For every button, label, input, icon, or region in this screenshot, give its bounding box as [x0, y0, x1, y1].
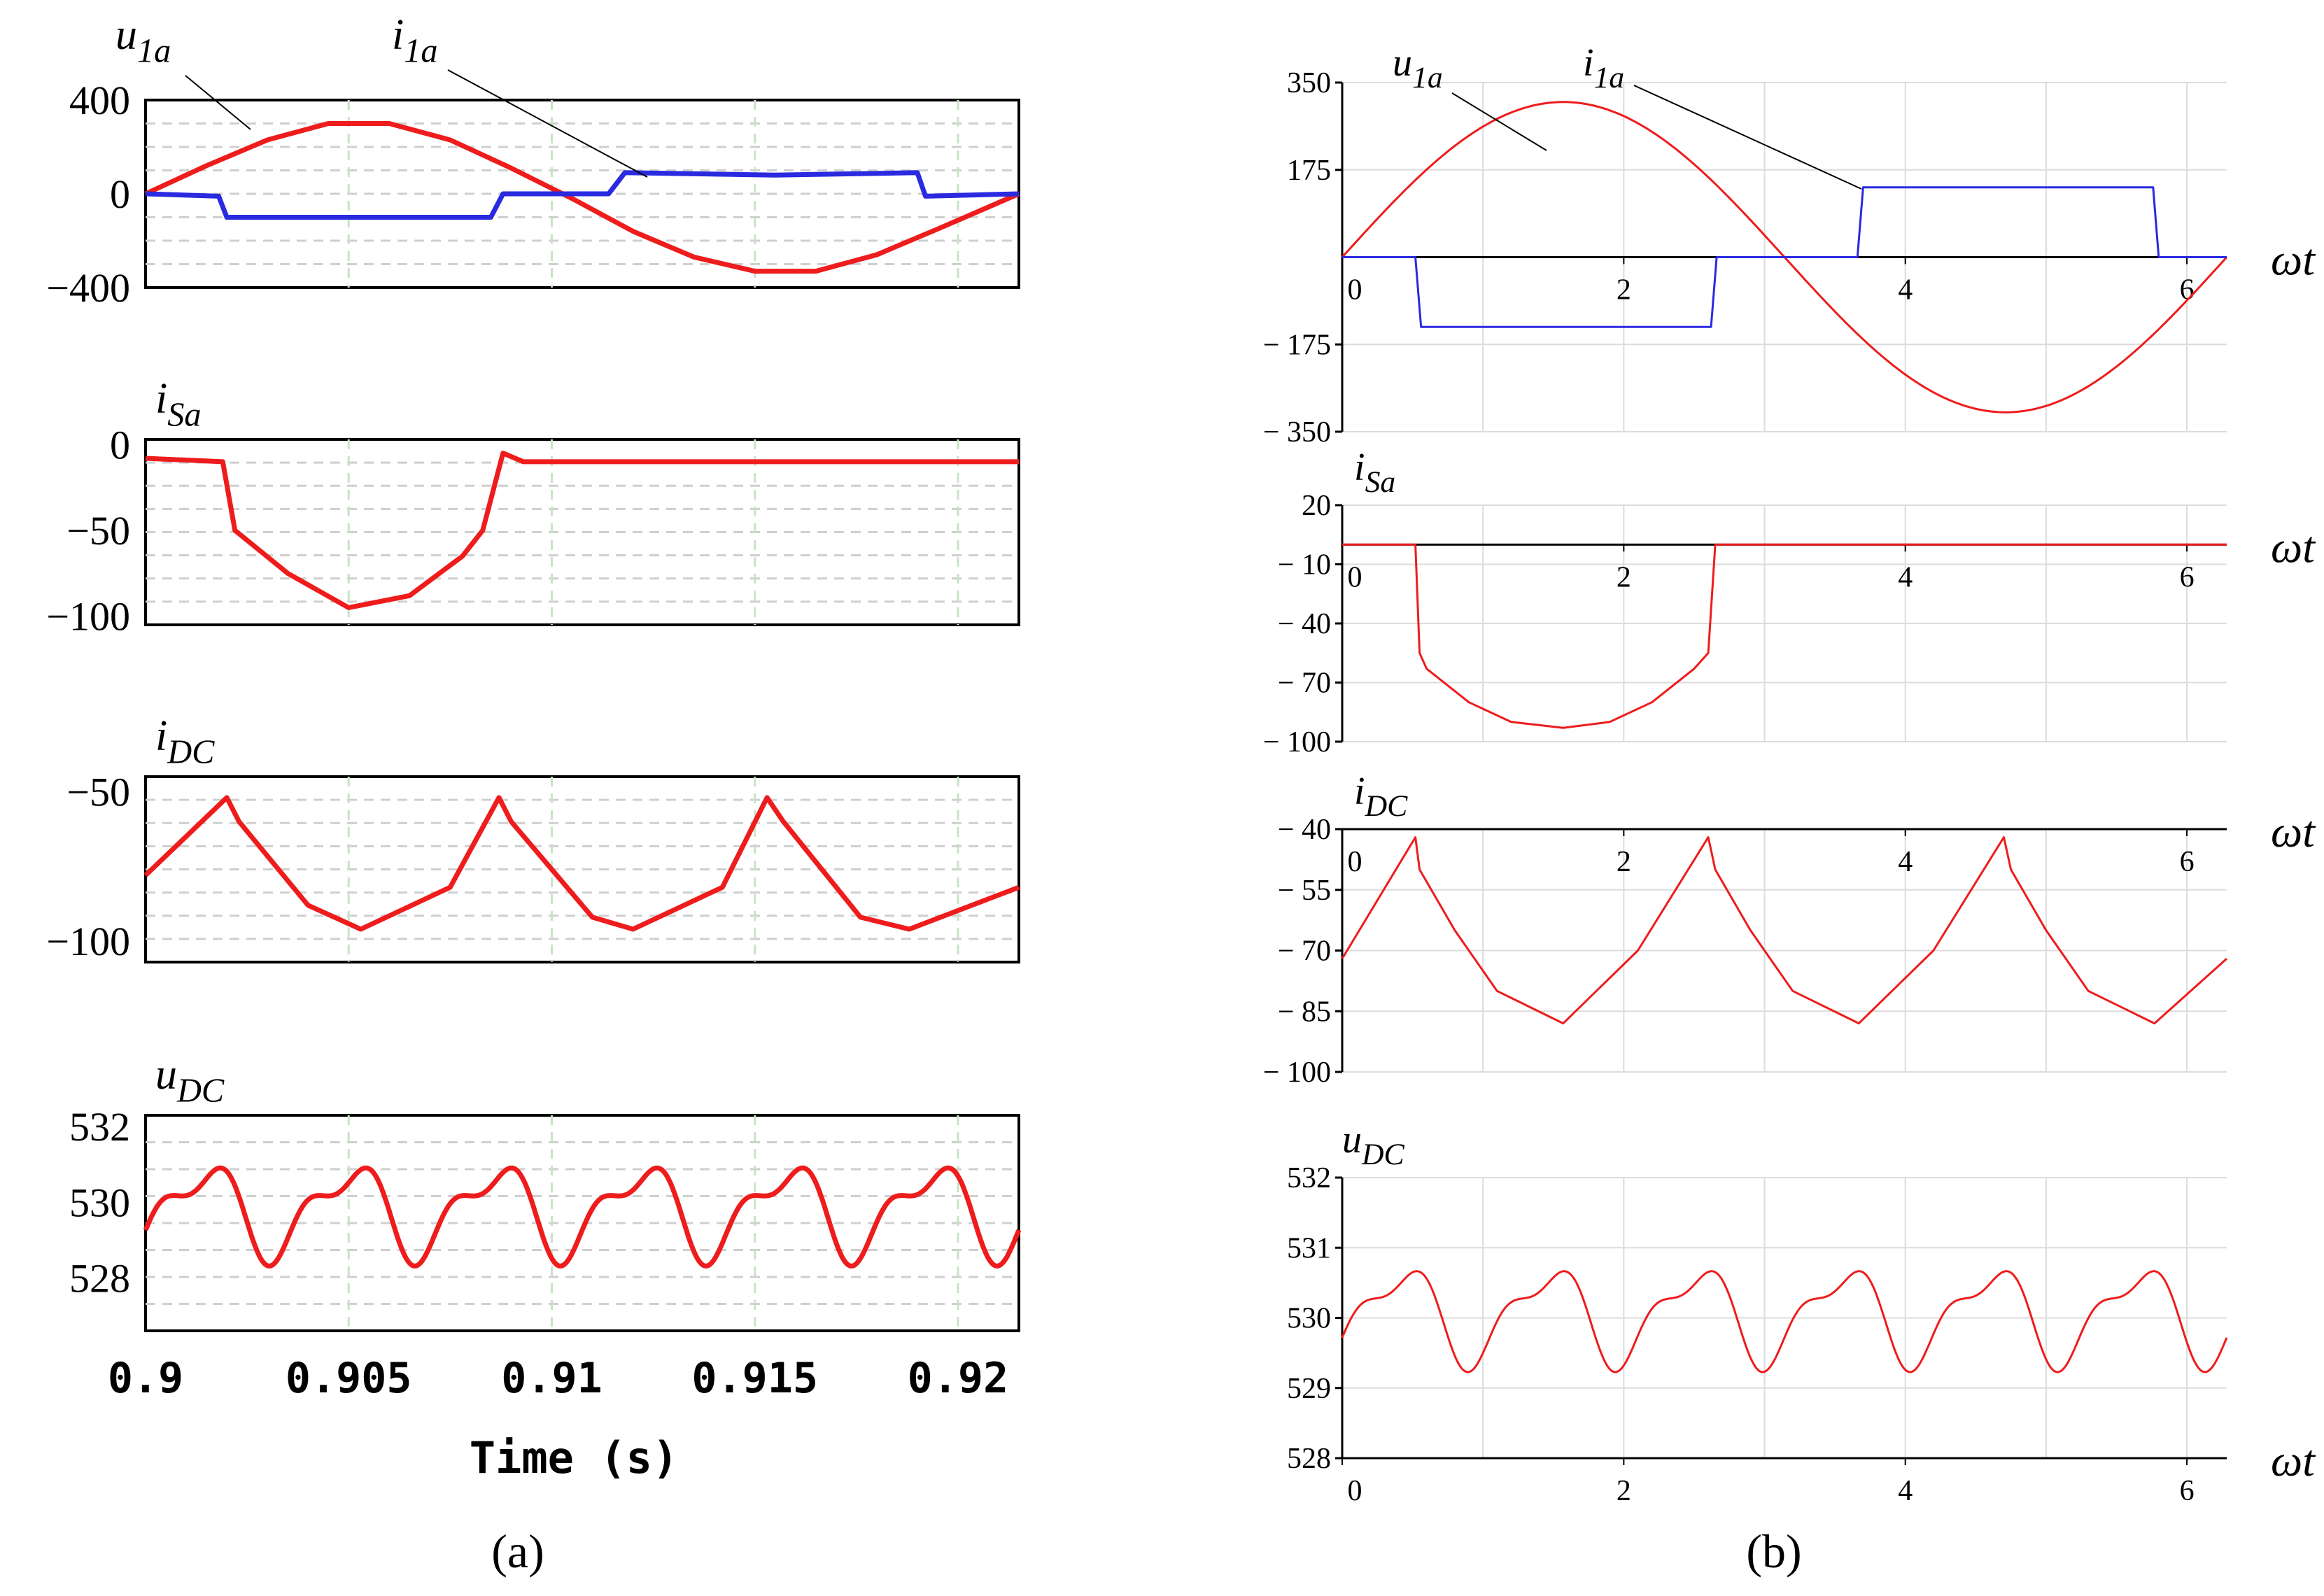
series-label-iDC: iDC	[1354, 770, 1408, 823]
y-tick-label: −50	[66, 769, 130, 814]
series-label-i1a: i1a	[392, 11, 438, 70]
y-tick-label: 350	[1287, 67, 1331, 99]
y-tick-label: − 350	[1263, 416, 1331, 449]
y-tick-label: −100	[46, 594, 130, 640]
y-tick-label: − 40	[1278, 608, 1331, 640]
series-line-iDC	[1341, 836, 2228, 1025]
y-tick-label: 175	[1287, 155, 1331, 187]
x-tick-label: 4	[1898, 1475, 1913, 1507]
series-line-u1a	[144, 121, 1020, 274]
panel-b-subplot-iDC: − 40 − 55 − 70 − 85 − 100 0 2 4 6 ωt iDC	[1263, 770, 2316, 1089]
x-tick-label: 2	[1617, 274, 1631, 306]
x-tick-label: 0	[1348, 561, 1362, 593]
caption-b: (b)	[1746, 1525, 1801, 1578]
panel-b-subplot-iSa: 20 − 10 − 40 − 70 − 100 0 2 4 6 ωt iSa	[1263, 446, 2316, 758]
series-line-uDC	[143, 1165, 1022, 1269]
y-tick-label: 532	[69, 1104, 130, 1150]
series-line-uDC	[1341, 1270, 2228, 1373]
y-tick-label: 531	[1287, 1232, 1331, 1264]
x-tick-label: 0	[1348, 846, 1362, 878]
x-tick-label: 2	[1617, 1475, 1631, 1507]
x-tick-label: 0.915	[691, 1354, 818, 1403]
y-tick-label: − 85	[1278, 996, 1331, 1028]
y-tick-label: − 100	[1263, 726, 1331, 758]
x-axis-label: ωt	[2271, 235, 2316, 285]
x-axis-label: ωt	[2271, 1436, 2316, 1485]
series-line-iSa	[1342, 543, 2227, 729]
x-tick-label: 4	[1898, 846, 1913, 878]
series-line-iDC	[143, 795, 1020, 932]
panel-a-subplot-voltage-current: 400 0 −400	[46, 78, 1020, 311]
y-tick-label: −400	[46, 265, 130, 311]
caption-a: (a)	[491, 1525, 544, 1578]
y-tick-label: − 70	[1278, 668, 1331, 700]
x-tick-label: 2	[1617, 846, 1631, 878]
panel-a-subplot-uDC: 532 530 528 uDC	[69, 1051, 1022, 1332]
x-tick-label: 2	[1617, 561, 1631, 593]
panel-a-subplot-iDC: −50 −100 iDC	[46, 712, 1020, 964]
x-axis-label: Time (s)	[470, 1432, 679, 1483]
series-label-uDC: uDC	[1342, 1118, 1405, 1171]
series-line-i1a	[145, 170, 1020, 220]
series-label-u1a: u1a	[1393, 41, 1443, 94]
series-line-iSa	[145, 451, 1019, 610]
leader-line-u1a	[1451, 92, 1547, 151]
series-label-u1a: u1a	[115, 11, 171, 70]
y-tick-label: 530	[1287, 1303, 1331, 1335]
panel-b-subplot-uDC: 532 531 530 529 528 0 2 4 6 ωt uDC	[1287, 1118, 2316, 1507]
y-tick-label: 528	[1287, 1443, 1331, 1475]
x-axis-label: ωt	[2271, 522, 2316, 572]
leader-line-i1a	[447, 69, 648, 178]
x-tick-label: 4	[1898, 561, 1913, 593]
y-tick-label: 0	[110, 171, 130, 217]
x-tick-label: 0.91	[501, 1354, 603, 1403]
y-tick-label: − 40	[1278, 814, 1331, 846]
series-label-iDC: iDC	[155, 712, 215, 771]
x-tick-label: 0.92	[908, 1354, 1009, 1403]
series-label-iSa: iSa	[1354, 446, 1395, 499]
series-label-iSa: iSa	[155, 375, 202, 434]
y-tick-label: − 10	[1278, 549, 1331, 581]
panel-a: 400 0 −400 0 −50 −100 iSa −50 −100 iDC 532 530 528 uD…	[46, 11, 1022, 1578]
y-tick-label: 20	[1302, 490, 1331, 522]
series-line-i1a	[1342, 186, 2227, 328]
y-tick-label: 530	[69, 1180, 130, 1225]
y-tick-label: −50	[66, 508, 130, 553]
x-tick-label: 0.905	[286, 1354, 412, 1403]
x-tick-label: 6	[2180, 846, 2195, 878]
x-tick-label: 4	[1898, 274, 1913, 306]
leader-line-u1a	[185, 75, 251, 130]
x-tick-label: 0	[1348, 274, 1362, 306]
y-tick-label: 528	[69, 1255, 130, 1301]
y-tick-label: 529	[1287, 1373, 1331, 1405]
x-tick-label: 6	[2180, 561, 2195, 593]
y-tick-label: − 175	[1263, 329, 1331, 361]
y-tick-label: − 70	[1278, 935, 1331, 968]
series-label-i1a: i1a	[1583, 41, 1624, 94]
panel-a-subplot-iSa: 0 −50 −100 iSa	[46, 375, 1020, 640]
y-tick-label: 400	[69, 78, 130, 123]
y-tick-label: − 55	[1278, 875, 1331, 907]
y-tick-label: −100	[46, 919, 130, 964]
x-tick-label: 0.9	[108, 1354, 183, 1403]
y-tick-label: 0	[110, 422, 130, 467]
leader-line-i1a	[1633, 85, 1862, 190]
y-tick-label: − 100	[1263, 1057, 1331, 1089]
x-axis-label: ωt	[2271, 807, 2316, 856]
series-label-uDC: uDC	[155, 1051, 225, 1110]
x-tick-label: 6	[2180, 1475, 2195, 1507]
y-tick-label: 532	[1287, 1162, 1331, 1194]
x-tick-label: 0	[1348, 1475, 1362, 1507]
